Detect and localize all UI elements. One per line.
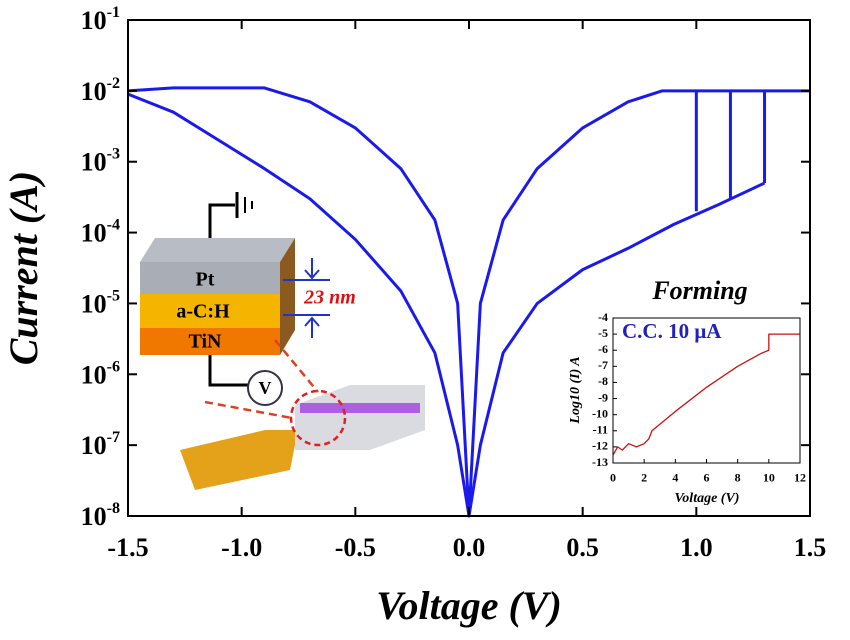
- data-line: [612, 333, 800, 456]
- x-tick-label: 1.5: [794, 533, 827, 562]
- wire: [208, 355, 248, 387]
- plot-layer: -1.5 -1.0 -0.5 0.0 0.5 1.0 1.510-810-710-610-5…: [81, 4, 827, 562]
- x-tick-label: 10: [763, 470, 775, 484]
- device-schematic: [140, 192, 425, 490]
- data-line: [127, 86, 810, 518]
- wire: [208, 203, 235, 250]
- y-axis-title: Current (A): [1, 171, 46, 366]
- y-tick-label: 10-7: [81, 429, 120, 460]
- tick-base: 10: [81, 360, 107, 389]
- x-axis-title: Voltage (V): [376, 583, 562, 628]
- y-tick-label: -5: [598, 326, 608, 340]
- side-face: [280, 238, 295, 355]
- y-tick-label: 10-5: [81, 287, 120, 318]
- tick-base: 10: [81, 289, 107, 318]
- tick-base: 10: [81, 502, 107, 531]
- top-face: [140, 238, 295, 262]
- tick-base: 10: [81, 219, 107, 248]
- y-tick-label: -10: [592, 406, 608, 420]
- y-tick-label: -13: [592, 455, 608, 469]
- tick-exponent: -4: [107, 216, 120, 233]
- x-tick-label: 2: [641, 470, 647, 484]
- inset-y-title: Log10 (I) A: [568, 356, 583, 424]
- tick-exponent: -5: [107, 287, 120, 304]
- tick-exponent: -1: [107, 4, 120, 21]
- tick-base: 10: [81, 431, 107, 460]
- inset-x-title: Voltage (V): [675, 491, 740, 506]
- y-tick-label: -6: [598, 342, 608, 356]
- device-3d: [295, 385, 425, 450]
- x-tick-label: -1.0: [221, 533, 262, 562]
- x-tick-label: 0.5: [566, 533, 599, 562]
- dimension-arrow: [304, 258, 320, 338]
- y-tick-label: 10-2: [81, 75, 120, 106]
- plot-layer: 0 2 4 6 8 10 12 -13 -12 -11 -10 -9 -8 -7 -6 -5 -4: [592, 310, 806, 485]
- y-tick-label: -11: [593, 423, 608, 437]
- x-tick-label: 1.0: [680, 533, 713, 562]
- x-tick-label: 8: [735, 470, 741, 484]
- tick-exponent: -7: [107, 429, 120, 446]
- device-3d: [300, 403, 420, 413]
- voltage-source: [247, 370, 283, 406]
- x-tick-label: 0: [610, 470, 616, 484]
- x-tick-label: 0.0: [453, 533, 486, 562]
- tick-exponent: -2: [107, 75, 120, 92]
- y-tick-label: -4: [598, 310, 608, 324]
- highlight-circle: [289, 389, 347, 447]
- source-label: V: [259, 378, 272, 398]
- tick-exponent: -6: [107, 358, 120, 375]
- x-tick-label: 12: [794, 470, 806, 484]
- y-tick-label: -9: [598, 390, 608, 404]
- ac-layer: [140, 294, 280, 328]
- x-tick-label: 4: [672, 470, 678, 484]
- y-tick-label: 10-4: [81, 216, 120, 247]
- layer-label: Pt: [196, 269, 215, 291]
- tick-base: 10: [81, 77, 107, 106]
- x-tick-label: 6: [704, 470, 710, 484]
- tin-layer: [140, 328, 280, 355]
- x-tick-label: -0.5: [335, 533, 376, 562]
- inset-title: Forming: [651, 276, 747, 305]
- y-tick-label: -12: [592, 439, 608, 453]
- tick-base: 10: [81, 148, 107, 177]
- y-tick-label: 10-6: [81, 358, 120, 389]
- pt-layer: [140, 262, 280, 294]
- layer-label: a-C:H: [176, 301, 230, 323]
- layer-label: TiN: [189, 331, 223, 353]
- electrode: [180, 430, 295, 490]
- thickness-label: 23 nm: [303, 287, 356, 309]
- y-tick-label: 10-3: [81, 145, 120, 176]
- y-tick-label: 10-8: [81, 500, 120, 531]
- leader-line: [274, 339, 319, 393]
- y-tick-label: -8: [598, 374, 608, 388]
- tick-exponent: -3: [107, 145, 120, 162]
- tick-base: 10: [81, 6, 107, 35]
- data-line: [127, 92, 766, 518]
- compliance-label: C.C. 10 μA: [622, 319, 722, 343]
- x-tick-label: -1.5: [107, 533, 148, 562]
- y-tick-label: 10-1: [81, 4, 120, 35]
- leader-line: [204, 400, 293, 420]
- tick-exponent: -8: [107, 500, 120, 517]
- y-tick-label: -7: [598, 358, 608, 372]
